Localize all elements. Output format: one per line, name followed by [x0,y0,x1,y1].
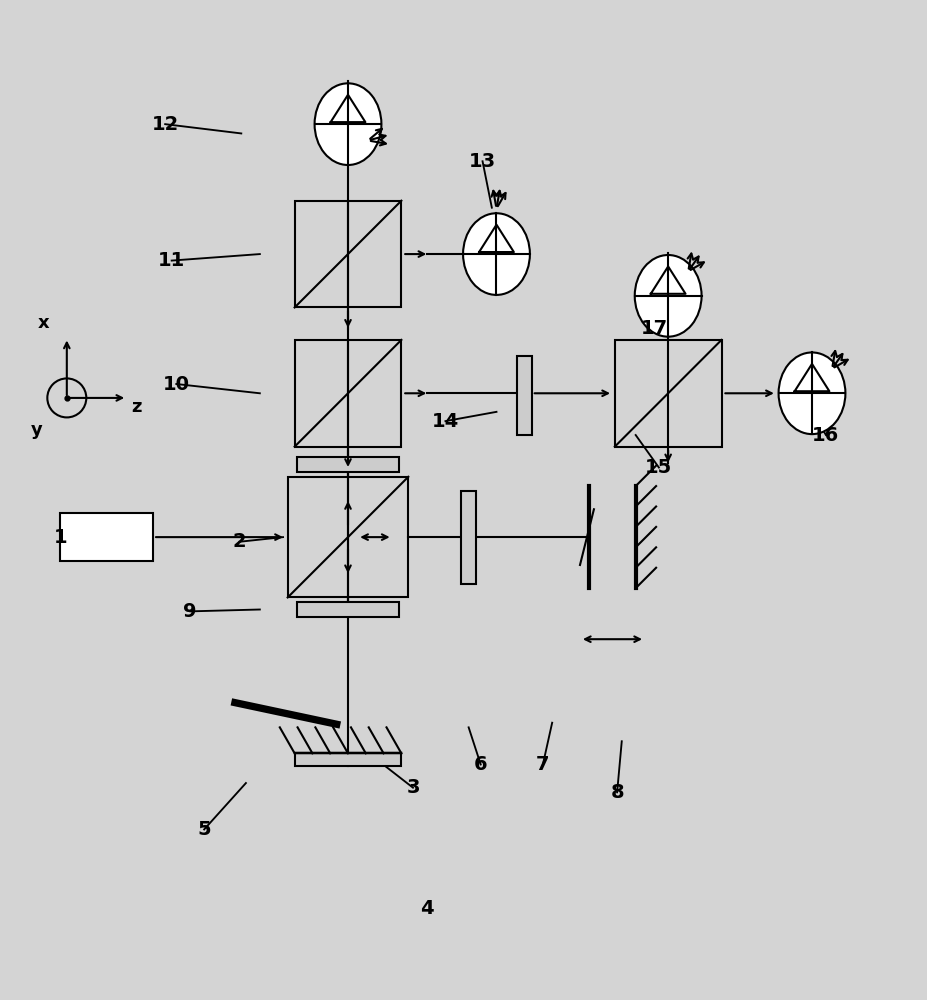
Text: 11: 11 [158,251,185,270]
Bar [516,356,531,435]
Text: 8: 8 [610,783,623,802]
Text: 10: 10 [162,374,190,393]
Bar [461,491,476,584]
Text: 16: 16 [811,426,839,445]
Text: 17: 17 [640,319,667,338]
Text: 6: 6 [474,755,487,774]
Text: 3: 3 [406,778,419,797]
Text: 4: 4 [420,899,433,918]
Text: 15: 15 [644,458,672,477]
Text: x: x [38,314,49,332]
Ellipse shape [314,83,381,165]
Text: 1: 1 [54,528,67,547]
Ellipse shape [463,213,529,295]
Text: z: z [131,398,142,416]
Bar [60,513,153,561]
Text: 7: 7 [536,755,549,774]
Text: 9: 9 [184,602,197,621]
Bar [297,602,399,617]
Text: 13: 13 [468,152,496,171]
Text: y: y [32,421,43,439]
Bar [295,753,401,766]
Text: 12: 12 [151,115,179,134]
Text: 5: 5 [197,820,210,839]
Ellipse shape [778,352,844,434]
Bar [297,457,399,472]
Ellipse shape [634,255,701,337]
Text: 14: 14 [431,412,459,431]
Text: 2: 2 [233,532,246,551]
